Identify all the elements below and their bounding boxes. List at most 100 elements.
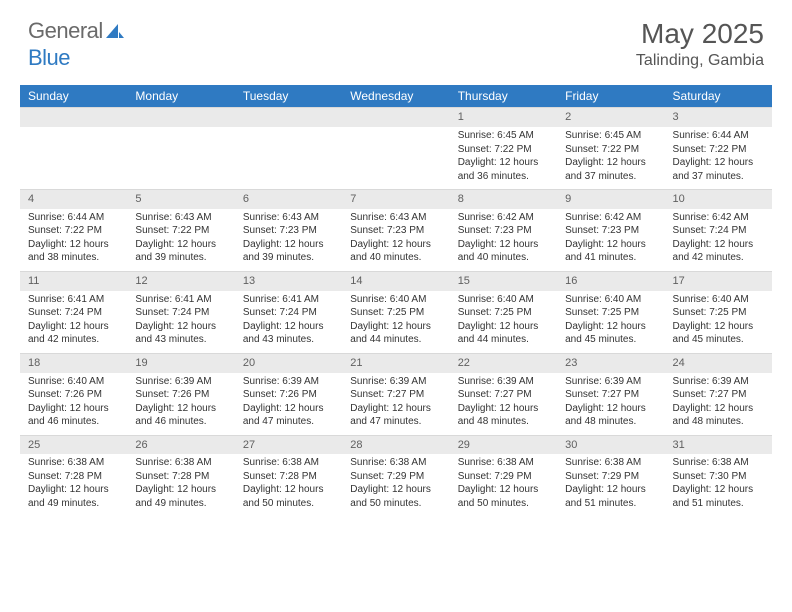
day-cell: Sunrise: 6:40 AM Sunset: 7:25 PM Dayligh… xyxy=(665,291,772,354)
day-number-cell: 22 xyxy=(450,353,557,372)
content-row: Sunrise: 6:38 AM Sunset: 7:28 PM Dayligh… xyxy=(20,454,772,516)
day-cell-text: Sunrise: 6:40 AM Sunset: 7:25 PM Dayligh… xyxy=(673,293,764,347)
content-row: Sunrise: 6:44 AM Sunset: 7:22 PM Dayligh… xyxy=(20,209,772,272)
day-number-cell: 27 xyxy=(235,435,342,454)
day-cell-text: Sunrise: 6:41 AM Sunset: 7:24 PM Dayligh… xyxy=(28,293,119,347)
day-cell: Sunrise: 6:43 AM Sunset: 7:23 PM Dayligh… xyxy=(235,209,342,272)
daynum-row: 45678910 xyxy=(20,190,772,209)
brand-sail-icon xyxy=(105,19,125,45)
day-cell-text: Sunrise: 6:38 AM Sunset: 7:28 PM Dayligh… xyxy=(135,456,226,510)
day-cell-text: Sunrise: 6:39 AM Sunset: 7:26 PM Dayligh… xyxy=(135,375,226,429)
daynum-row: 18192021222324 xyxy=(20,353,772,372)
calendar-table: SundayMondayTuesdayWednesdayThursdayFrid… xyxy=(20,85,772,516)
day-number-cell: 15 xyxy=(450,271,557,290)
day-number-cell xyxy=(342,108,449,127)
day-cell: Sunrise: 6:38 AM Sunset: 7:28 PM Dayligh… xyxy=(20,454,127,516)
day-cell: Sunrise: 6:38 AM Sunset: 7:29 PM Dayligh… xyxy=(450,454,557,516)
day-cell-text: Sunrise: 6:42 AM Sunset: 7:24 PM Dayligh… xyxy=(673,211,764,265)
day-cell xyxy=(342,127,449,190)
day-cell: Sunrise: 6:38 AM Sunset: 7:29 PM Dayligh… xyxy=(342,454,449,516)
daynum-row: 25262728293031 xyxy=(20,435,772,454)
weekday-header: Friday xyxy=(557,85,664,108)
day-cell-text: Sunrise: 6:44 AM Sunset: 7:22 PM Dayligh… xyxy=(28,211,119,265)
header: GeneralBlue May 2025 Talinding, Gambia xyxy=(0,0,792,79)
day-number-cell: 16 xyxy=(557,271,664,290)
day-number-cell: 30 xyxy=(557,435,664,454)
brand-word1: General xyxy=(28,18,103,43)
weekday-header: Thursday xyxy=(450,85,557,108)
day-cell xyxy=(20,127,127,190)
day-cell: Sunrise: 6:41 AM Sunset: 7:24 PM Dayligh… xyxy=(127,291,234,354)
day-cell: Sunrise: 6:39 AM Sunset: 7:27 PM Dayligh… xyxy=(342,373,449,436)
calendar-head: SundayMondayTuesdayWednesdayThursdayFrid… xyxy=(20,85,772,108)
daynum-row: 123 xyxy=(20,108,772,127)
day-cell: Sunrise: 6:40 AM Sunset: 7:25 PM Dayligh… xyxy=(342,291,449,354)
day-cell: Sunrise: 6:40 AM Sunset: 7:25 PM Dayligh… xyxy=(450,291,557,354)
day-cell: Sunrise: 6:41 AM Sunset: 7:24 PM Dayligh… xyxy=(20,291,127,354)
day-number-cell: 21 xyxy=(342,353,449,372)
calendar-body: 123 Sunrise: 6:45 AM Sunset: 7:22 PM Dayl… xyxy=(20,108,772,517)
month-title: May 2025 xyxy=(636,18,764,50)
day-cell-text: Sunrise: 6:43 AM Sunset: 7:22 PM Dayligh… xyxy=(135,211,226,265)
day-cell-text: Sunrise: 6:38 AM Sunset: 7:29 PM Dayligh… xyxy=(458,456,549,510)
day-cell-text: Sunrise: 6:39 AM Sunset: 7:27 PM Dayligh… xyxy=(350,375,441,429)
day-number-cell: 29 xyxy=(450,435,557,454)
day-number-cell: 14 xyxy=(342,271,449,290)
day-cell xyxy=(235,127,342,190)
day-cell: Sunrise: 6:44 AM Sunset: 7:22 PM Dayligh… xyxy=(20,209,127,272)
day-cell: Sunrise: 6:38 AM Sunset: 7:28 PM Dayligh… xyxy=(127,454,234,516)
title-block: May 2025 Talinding, Gambia xyxy=(636,18,764,70)
day-cell-text: Sunrise: 6:43 AM Sunset: 7:23 PM Dayligh… xyxy=(243,211,334,265)
day-cell-text: Sunrise: 6:43 AM Sunset: 7:23 PM Dayligh… xyxy=(350,211,441,265)
day-number-cell: 24 xyxy=(665,353,772,372)
content-row: Sunrise: 6:41 AM Sunset: 7:24 PM Dayligh… xyxy=(20,291,772,354)
day-cell xyxy=(127,127,234,190)
day-number-cell: 19 xyxy=(127,353,234,372)
day-cell: Sunrise: 6:40 AM Sunset: 7:25 PM Dayligh… xyxy=(557,291,664,354)
day-number-cell xyxy=(20,108,127,127)
day-cell: Sunrise: 6:45 AM Sunset: 7:22 PM Dayligh… xyxy=(557,127,664,190)
day-number-cell: 17 xyxy=(665,271,772,290)
location: Talinding, Gambia xyxy=(636,52,764,70)
day-cell: Sunrise: 6:39 AM Sunset: 7:27 PM Dayligh… xyxy=(557,373,664,436)
day-number-cell: 4 xyxy=(20,190,127,209)
day-cell: Sunrise: 6:42 AM Sunset: 7:23 PM Dayligh… xyxy=(557,209,664,272)
day-cell: Sunrise: 6:38 AM Sunset: 7:29 PM Dayligh… xyxy=(557,454,664,516)
day-cell-text: Sunrise: 6:38 AM Sunset: 7:28 PM Dayligh… xyxy=(243,456,334,510)
day-cell: Sunrise: 6:39 AM Sunset: 7:26 PM Dayligh… xyxy=(127,373,234,436)
day-cell: Sunrise: 6:41 AM Sunset: 7:24 PM Dayligh… xyxy=(235,291,342,354)
day-cell: Sunrise: 6:43 AM Sunset: 7:22 PM Dayligh… xyxy=(127,209,234,272)
day-cell-text: Sunrise: 6:40 AM Sunset: 7:25 PM Dayligh… xyxy=(458,293,549,347)
day-cell-text: Sunrise: 6:38 AM Sunset: 7:28 PM Dayligh… xyxy=(28,456,119,510)
day-number-cell: 23 xyxy=(557,353,664,372)
day-number-cell: 3 xyxy=(665,108,772,127)
day-cell-text: Sunrise: 6:39 AM Sunset: 7:26 PM Dayligh… xyxy=(243,375,334,429)
day-cell-text: Sunrise: 6:42 AM Sunset: 7:23 PM Dayligh… xyxy=(458,211,549,265)
content-row: Sunrise: 6:45 AM Sunset: 7:22 PM Dayligh… xyxy=(20,127,772,190)
day-number-cell: 11 xyxy=(20,271,127,290)
day-number-cell: 18 xyxy=(20,353,127,372)
content-row: Sunrise: 6:40 AM Sunset: 7:26 PM Dayligh… xyxy=(20,373,772,436)
day-number-cell xyxy=(235,108,342,127)
day-number-cell: 6 xyxy=(235,190,342,209)
day-number-cell: 2 xyxy=(557,108,664,127)
daynum-row: 11121314151617 xyxy=(20,271,772,290)
day-cell: Sunrise: 6:38 AM Sunset: 7:30 PM Dayligh… xyxy=(665,454,772,516)
day-cell-text: Sunrise: 6:39 AM Sunset: 7:27 PM Dayligh… xyxy=(673,375,764,429)
day-number-cell: 13 xyxy=(235,271,342,290)
day-cell-text: Sunrise: 6:40 AM Sunset: 7:26 PM Dayligh… xyxy=(28,375,119,429)
weekday-header: Monday xyxy=(127,85,234,108)
day-cell-text: Sunrise: 6:38 AM Sunset: 7:29 PM Dayligh… xyxy=(565,456,656,510)
day-number-cell: 25 xyxy=(20,435,127,454)
day-number-cell: 26 xyxy=(127,435,234,454)
day-cell-text: Sunrise: 6:41 AM Sunset: 7:24 PM Dayligh… xyxy=(135,293,226,347)
day-cell-text: Sunrise: 6:38 AM Sunset: 7:29 PM Dayligh… xyxy=(350,456,441,510)
day-number-cell xyxy=(127,108,234,127)
day-cell-text: Sunrise: 6:39 AM Sunset: 7:27 PM Dayligh… xyxy=(565,375,656,429)
day-cell-text: Sunrise: 6:40 AM Sunset: 7:25 PM Dayligh… xyxy=(350,293,441,347)
day-cell: Sunrise: 6:39 AM Sunset: 7:26 PM Dayligh… xyxy=(235,373,342,436)
day-cell-text: Sunrise: 6:45 AM Sunset: 7:22 PM Dayligh… xyxy=(565,129,656,183)
day-number-cell: 31 xyxy=(665,435,772,454)
day-number-cell: 20 xyxy=(235,353,342,372)
day-cell-text: Sunrise: 6:42 AM Sunset: 7:23 PM Dayligh… xyxy=(565,211,656,265)
